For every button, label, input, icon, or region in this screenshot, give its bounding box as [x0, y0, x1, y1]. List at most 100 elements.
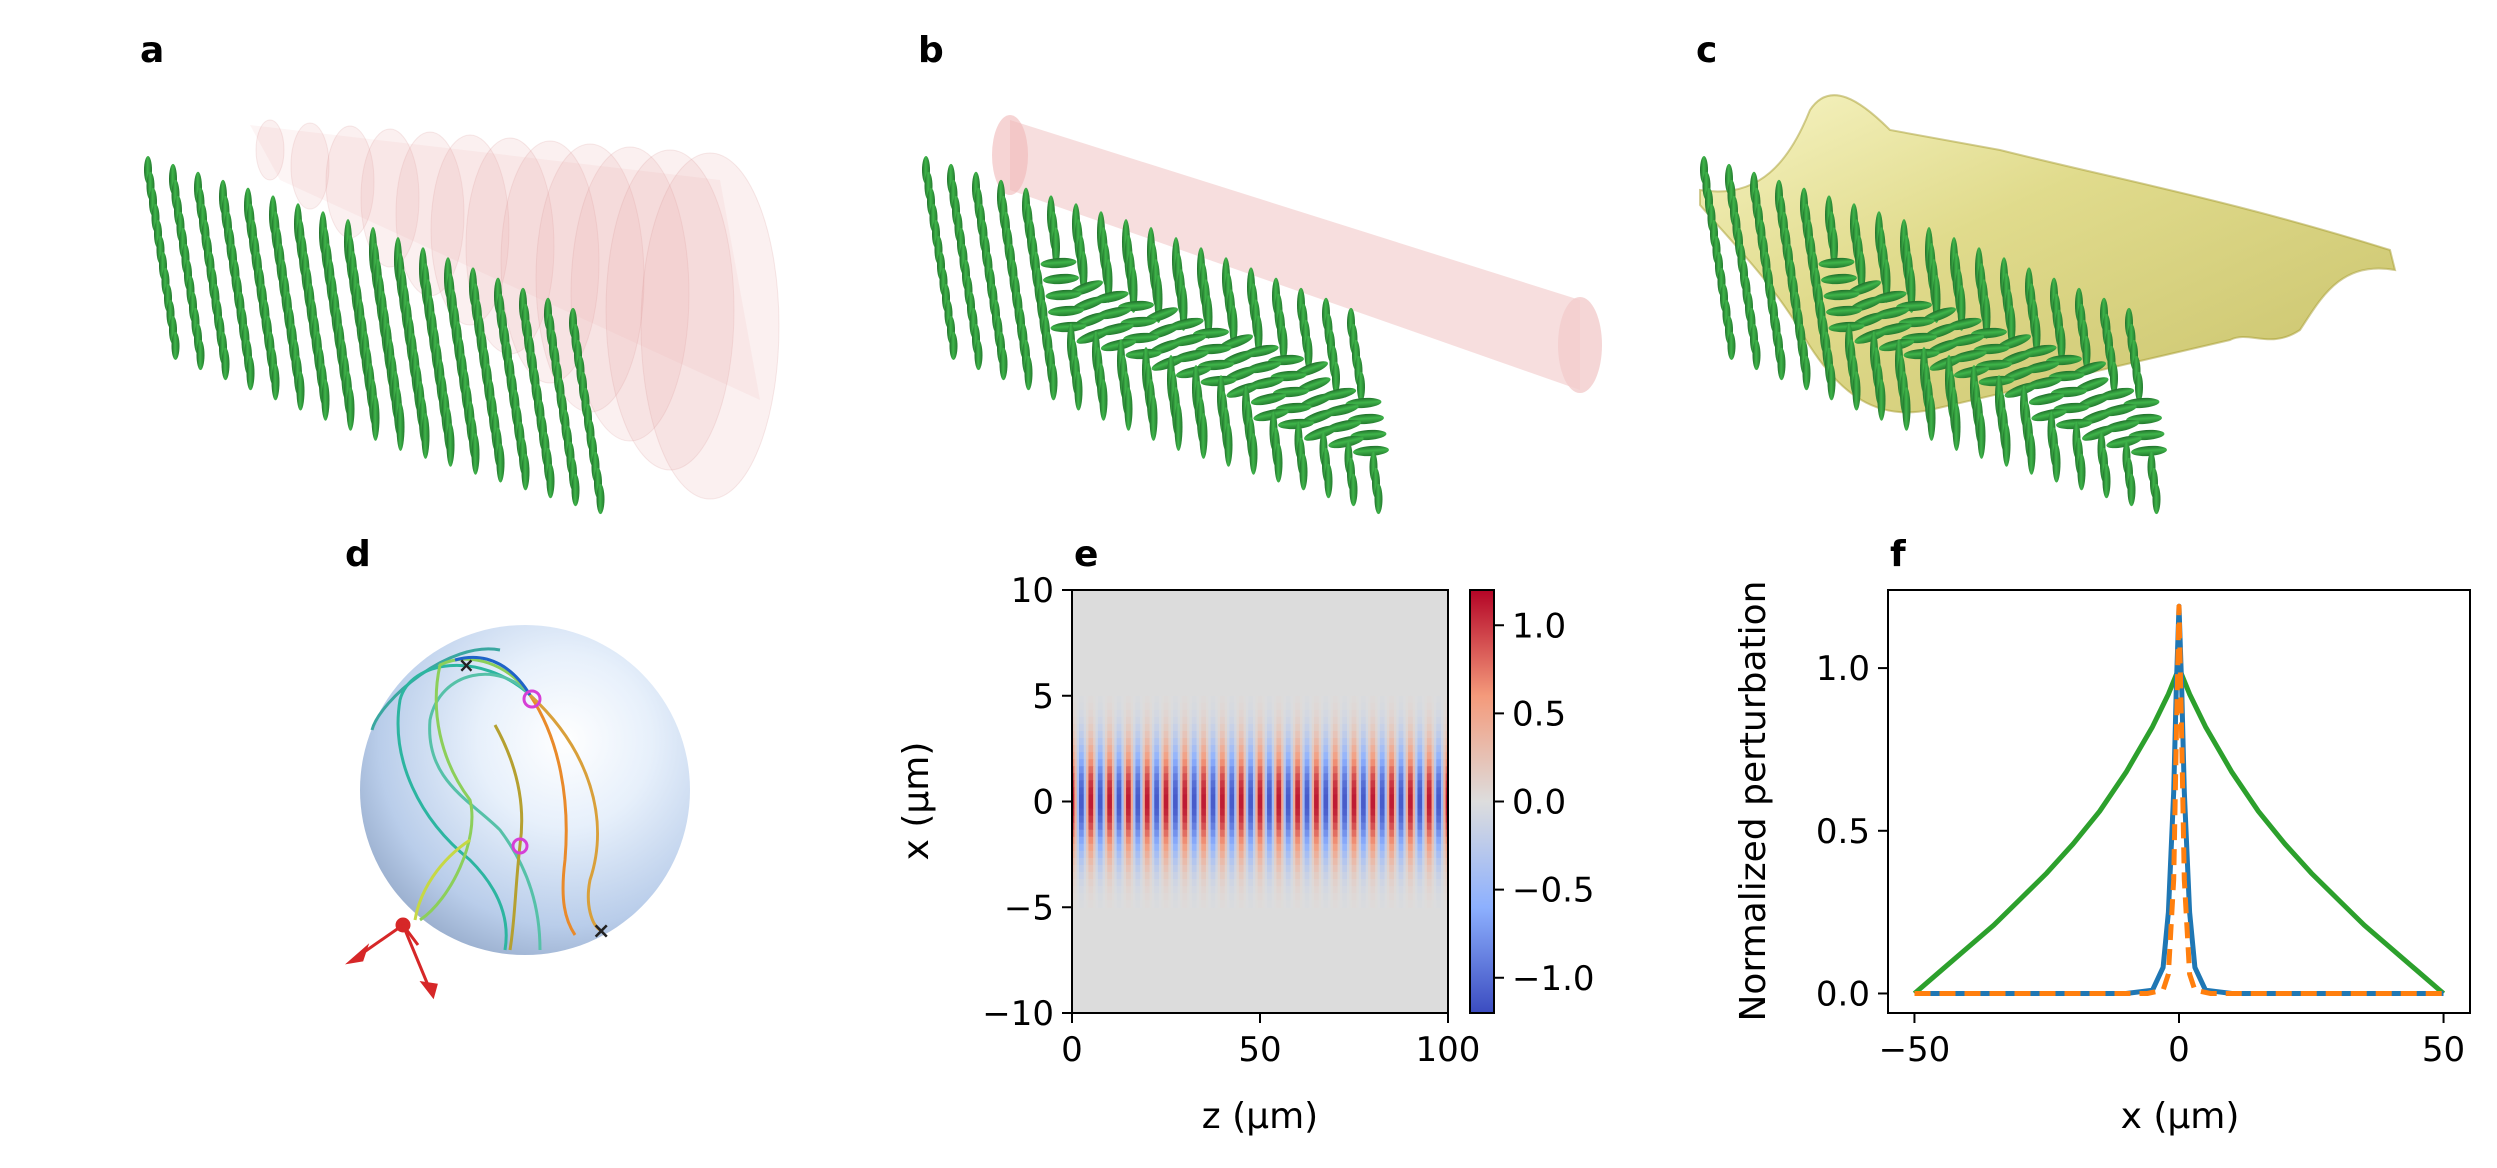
- heatmap-cell: [1433, 843, 1437, 852]
- heatmap-cell: [1422, 801, 1426, 810]
- heatmap-cell: [1285, 843, 1289, 852]
- heatmap-cell: [1264, 702, 1268, 711]
- heatmap-cell: [1358, 709, 1362, 718]
- heatmap-cell: [1372, 822, 1376, 831]
- heatmap-cell: [1224, 843, 1228, 852]
- heatmap-cell: [1288, 879, 1292, 887]
- heatmap-cell: [1076, 695, 1080, 704]
- heatmap-cell: [1321, 850, 1325, 859]
- heatmap-cell: [1220, 702, 1223, 711]
- heatmap-cell: [1260, 780, 1263, 788]
- heatmap-cell: [1363, 716, 1367, 725]
- heatmap-cell: [1393, 843, 1397, 852]
- heatmap-cell: [1208, 879, 1212, 887]
- heatmap-cell: [1328, 850, 1332, 859]
- heatmap-cell: [1290, 836, 1294, 845]
- heatmap-cell: [1365, 709, 1369, 718]
- heatmap-cell: [1318, 836, 1322, 845]
- heatmap-cell: [1283, 836, 1287, 845]
- heatmap-cell: [1386, 829, 1390, 838]
- heatmap-cell: [1222, 829, 1226, 838]
- heatmap-cell: [1377, 787, 1381, 796]
- heatmap-cell: [1344, 738, 1348, 746]
- heatmap-cell: [1307, 822, 1310, 831]
- panel-d-marker-x-2: ×: [592, 919, 610, 944]
- heatmap-cell: [1410, 731, 1414, 739]
- heatmap-cell: [1304, 731, 1308, 739]
- heatmap-cell: [1257, 794, 1261, 803]
- heatmap-cell: [1231, 738, 1235, 746]
- heatmap-cell: [1173, 822, 1176, 831]
- heatmap-cell: [1119, 716, 1122, 725]
- heatmap-cell: [1257, 857, 1261, 866]
- heatmap-cell: [1370, 773, 1374, 781]
- heatmap-cell: [1415, 752, 1419, 760]
- heatmap-cell: [1401, 829, 1404, 838]
- heatmap-cell: [1126, 752, 1129, 760]
- heatmap-cell: [1384, 808, 1388, 817]
- heatmap-cell: [1154, 822, 1158, 831]
- heatmap-cell: [1158, 702, 1162, 711]
- heatmap-cell: [1309, 872, 1313, 880]
- director-ellipsoid: [1043, 273, 1079, 285]
- director-ellipsoid: [1827, 363, 1836, 401]
- heatmap-cell: [1349, 787, 1353, 796]
- heatmap-cell: [1295, 723, 1299, 732]
- heatmap-cell: [1229, 766, 1233, 774]
- heatmap-cell: [1274, 780, 1278, 788]
- heatmap-cell: [1431, 864, 1435, 873]
- heatmap-cell: [1201, 787, 1205, 796]
- heatmap-cell: [1177, 773, 1181, 781]
- heatmap-cell: [1297, 822, 1301, 831]
- heatmap-cell: [1095, 759, 1099, 767]
- heatmap-cell: [1119, 836, 1122, 845]
- heatmap-cell: [1173, 752, 1176, 760]
- heatmap-cell: [1351, 738, 1355, 746]
- heatmap-cell: [1318, 702, 1322, 711]
- heatmap-cell: [1130, 879, 1134, 887]
- heatmap-cell: [1121, 745, 1125, 753]
- heatmap-cell: [1135, 815, 1139, 824]
- heatmap-cell: [1248, 829, 1252, 838]
- heatmap-cell: [1283, 745, 1287, 753]
- heatmap-cell: [1151, 843, 1155, 852]
- heatmap-cell: [1191, 773, 1195, 781]
- heatmap-cell: [1436, 731, 1440, 739]
- heatmap-cell: [1297, 808, 1301, 817]
- heatmap-cell: [1412, 872, 1416, 880]
- heatmap-cell: [1189, 738, 1193, 746]
- heatmap-cell: [1379, 822, 1383, 831]
- heatmap-cell: [1422, 780, 1426, 788]
- heatmap-cell: [1161, 843, 1165, 852]
- heatmap-cell: [1142, 702, 1146, 711]
- heatmap-cell: [1356, 745, 1360, 753]
- heatmap-cell: [1093, 716, 1097, 725]
- heatmap-cell: [1325, 787, 1329, 796]
- heatmap-cell: [1142, 766, 1146, 774]
- heatmap-cell: [1396, 872, 1400, 880]
- heatmap-cell: [1173, 702, 1176, 711]
- heatmap-cell: [1368, 723, 1372, 732]
- heatmap-cell: [1187, 731, 1191, 739]
- heatmap-cell: [1189, 787, 1193, 796]
- heatmap-cell: [1445, 723, 1448, 732]
- heatmap-cell: [1335, 815, 1339, 824]
- heatmap-cell: [1412, 759, 1416, 767]
- director-ellipsoid: [1823, 289, 1860, 301]
- heatmap-cell: [1290, 695, 1294, 704]
- heatmap-cell: [1323, 864, 1327, 873]
- heatmap-cell: [1079, 850, 1082, 859]
- heatmap-cell: [1231, 723, 1235, 732]
- heatmap-cell: [1198, 829, 1202, 838]
- heatmap-cell: [1208, 822, 1212, 831]
- heatmap-cell: [1389, 745, 1393, 753]
- heatmap-cell: [1386, 709, 1390, 718]
- heatmap-cell: [1173, 857, 1176, 866]
- heatmap-cell: [1304, 723, 1308, 732]
- heatmap-cell: [1339, 787, 1343, 796]
- heatmap-cell: [1229, 801, 1233, 810]
- heatmap-cell: [1104, 787, 1108, 796]
- heatmap-cell: [1321, 723, 1325, 732]
- heatmap-cell: [1379, 709, 1383, 718]
- heatmap-cell: [1358, 794, 1362, 803]
